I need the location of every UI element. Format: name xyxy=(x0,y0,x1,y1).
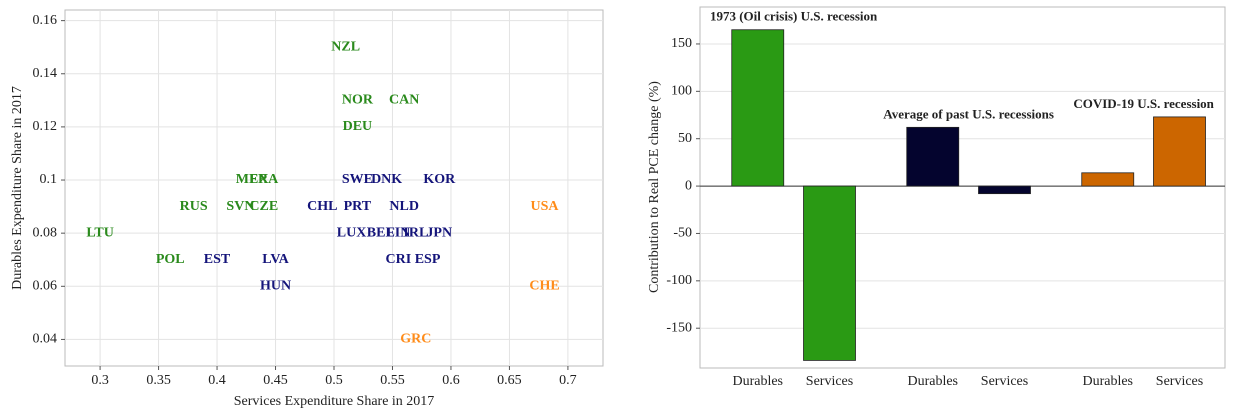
point-label: LUX xyxy=(337,225,367,240)
y-tick-label: 100 xyxy=(671,84,692,99)
point-label: SVN xyxy=(226,199,254,214)
point-label: CHL xyxy=(307,199,337,214)
y-tick-label: -150 xyxy=(666,320,692,335)
x-tick-label: 0.4 xyxy=(208,373,226,388)
x-tick-label: 0.3 xyxy=(91,373,109,388)
point-label: GRC xyxy=(400,332,431,347)
point-label: BEL xyxy=(367,225,395,240)
group-annotation: 1973 (Oil crisis) U.S. recession xyxy=(710,9,878,24)
point-label: CHE xyxy=(529,279,559,294)
x-tick-label: 0.5 xyxy=(325,373,343,388)
x-tick-label: 0.6 xyxy=(442,373,460,388)
plot-frame xyxy=(699,6,1226,369)
bar xyxy=(978,185,1031,195)
point-label: EST xyxy=(204,252,231,267)
x-tick-label: Durables xyxy=(907,374,958,389)
point-label: HUN xyxy=(260,279,291,294)
y-tick-label: -50 xyxy=(673,226,692,241)
bar xyxy=(731,29,785,187)
y-tick-label: 0 xyxy=(685,178,692,193)
point-label: CAN xyxy=(389,93,419,108)
x-tick-label: Services xyxy=(806,374,853,389)
point-label: CZE xyxy=(249,199,278,214)
point-label: PRT xyxy=(344,199,372,214)
y-tick-label: 0.04 xyxy=(33,332,58,347)
y-tick-label: 0.16 xyxy=(33,13,58,28)
point-label: FRA xyxy=(249,172,279,187)
x-tick-label: 0.65 xyxy=(497,373,522,388)
point-label: FIN xyxy=(386,225,410,240)
bar xyxy=(906,126,960,187)
y-tick-label: -100 xyxy=(666,273,692,288)
group-annotation: Average of past U.S. recessions xyxy=(883,106,1054,121)
y-tick-label: 0.14 xyxy=(33,66,58,81)
x-tick-label: Services xyxy=(1156,374,1203,389)
point-label: SWE xyxy=(342,172,373,187)
point-label: LTU xyxy=(86,225,114,240)
x-tick-label: Services xyxy=(981,374,1028,389)
point-label: DNK xyxy=(371,172,402,187)
x-tick-label: Durables xyxy=(1082,374,1133,389)
point-label: USA xyxy=(531,199,560,214)
y-tick-label: 50 xyxy=(678,131,692,146)
point-label: ESP xyxy=(415,252,441,267)
y-axis-label: Contribution to Real PCE change (%) xyxy=(647,81,662,293)
bar xyxy=(1081,172,1135,187)
point-label: NZL xyxy=(331,39,360,54)
bar xyxy=(1153,116,1206,187)
y-tick-label: 0.06 xyxy=(33,279,58,294)
x-tick-label: 0.7 xyxy=(559,373,577,388)
point-label: KOR xyxy=(423,172,456,187)
y-tick-label: 0.1 xyxy=(40,172,58,187)
point-label: JPN xyxy=(426,225,452,240)
x-tick-label: 0.55 xyxy=(380,373,405,388)
point-label: IRL xyxy=(403,225,428,240)
x-tick-label: Durables xyxy=(732,374,783,389)
point-label: DEU xyxy=(343,119,373,134)
point-label: CRI xyxy=(385,252,411,267)
group-annotation: COVID-19 U.S. recession xyxy=(1073,96,1214,111)
x-axis-label: Services Expenditure Share in 2017 xyxy=(234,394,435,409)
y-tick-label: 150 xyxy=(671,36,692,51)
y-tick-label: 0.08 xyxy=(33,225,58,240)
point-label: MEX xyxy=(236,172,269,187)
point-label: LVA xyxy=(262,252,289,267)
x-tick-label: 0.45 xyxy=(263,373,288,388)
point-label: NLD xyxy=(389,199,419,214)
point-label: NOR xyxy=(342,93,374,108)
x-tick-label: 0.35 xyxy=(146,373,171,388)
point-label: RUS xyxy=(180,199,208,214)
y-tick-label: 0.12 xyxy=(33,119,58,134)
y-axis-label: Durables Expenditure Share in 2017 xyxy=(10,86,25,290)
bar xyxy=(803,185,856,361)
point-label: POL xyxy=(156,252,185,267)
